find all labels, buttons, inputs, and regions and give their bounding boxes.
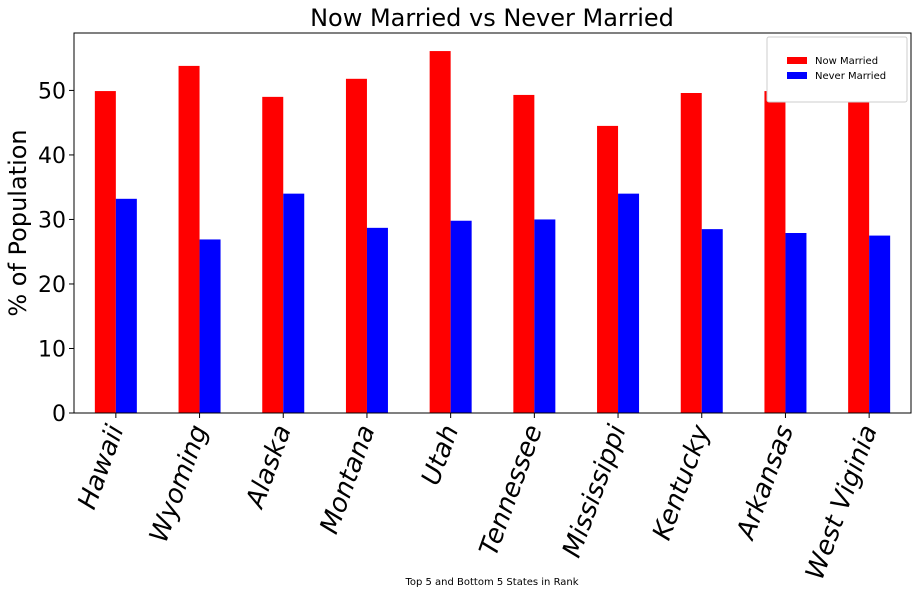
y-tick-label: 30 bbox=[38, 208, 66, 233]
x-tick-label: West Viginia bbox=[800, 421, 884, 584]
x-tick-label: Wyoming bbox=[144, 421, 214, 546]
chart-title: Now Married vs Never Married bbox=[310, 4, 674, 32]
bar-never-married-7 bbox=[701, 229, 723, 413]
x-tick-label: Hawaii bbox=[72, 420, 130, 513]
y-tick-label: 20 bbox=[38, 273, 66, 298]
x-tick-label: Mississippi bbox=[557, 420, 633, 561]
x-tick-label: Tennessee bbox=[474, 421, 549, 560]
legend-swatch bbox=[787, 72, 807, 79]
legend-entry: Never Married bbox=[815, 71, 886, 82]
x-tick-label: Montana bbox=[315, 421, 382, 538]
bar-never-married-9 bbox=[869, 235, 891, 413]
bar-now-married-1 bbox=[178, 65, 200, 413]
y-tick-label: 0 bbox=[52, 402, 66, 427]
x-tick-label: Utah bbox=[416, 421, 465, 489]
x-axis-label: Top 5 and Bottom 5 States in Rank bbox=[404, 577, 578, 588]
x-axis-ticks: Hawaii Wyoming Alaska Montana Utah Tennessee M… bbox=[72, 413, 884, 584]
bar-now-married-4 bbox=[429, 51, 451, 414]
x-tick-label: Alaska bbox=[240, 421, 298, 513]
y-axis-ticks: 0 10 20 30 40 50 bbox=[38, 79, 74, 427]
bar-never-married-8 bbox=[785, 233, 807, 413]
bar-never-married-3 bbox=[366, 227, 388, 413]
bar-now-married-9 bbox=[848, 91, 870, 413]
legend-entry: Now Married bbox=[815, 56, 878, 67]
bar-never-married-2 bbox=[283, 193, 305, 413]
legend: Now Married Never Married bbox=[766, 36, 908, 103]
bar-now-married-5 bbox=[513, 94, 535, 413]
bar-never-married-6 bbox=[618, 193, 640, 413]
bar-now-married-2 bbox=[262, 96, 284, 413]
x-tick-label: Kentucky bbox=[647, 421, 716, 545]
y-tick-label: 40 bbox=[38, 144, 66, 169]
axes-frame bbox=[73, 32, 912, 414]
bar-never-married-5 bbox=[534, 219, 556, 413]
legend-box bbox=[766, 36, 908, 103]
y-tick-label: 10 bbox=[38, 337, 66, 362]
plot-area bbox=[94, 51, 891, 414]
bar-never-married-1 bbox=[199, 239, 221, 413]
bar-never-married-0 bbox=[115, 198, 137, 413]
x-tick-label: Arkansas bbox=[730, 421, 800, 545]
y-tick-label: 50 bbox=[38, 79, 66, 104]
bar-now-married-6 bbox=[597, 125, 619, 413]
legend-swatch bbox=[787, 57, 807, 64]
bar-now-married-3 bbox=[345, 78, 367, 413]
y-axis-label: % of Population bbox=[4, 129, 32, 316]
bar-now-married-8 bbox=[764, 91, 786, 413]
bar-now-married-7 bbox=[680, 93, 702, 413]
bar-never-married-4 bbox=[450, 220, 472, 413]
bar-now-married-0 bbox=[94, 91, 116, 413]
